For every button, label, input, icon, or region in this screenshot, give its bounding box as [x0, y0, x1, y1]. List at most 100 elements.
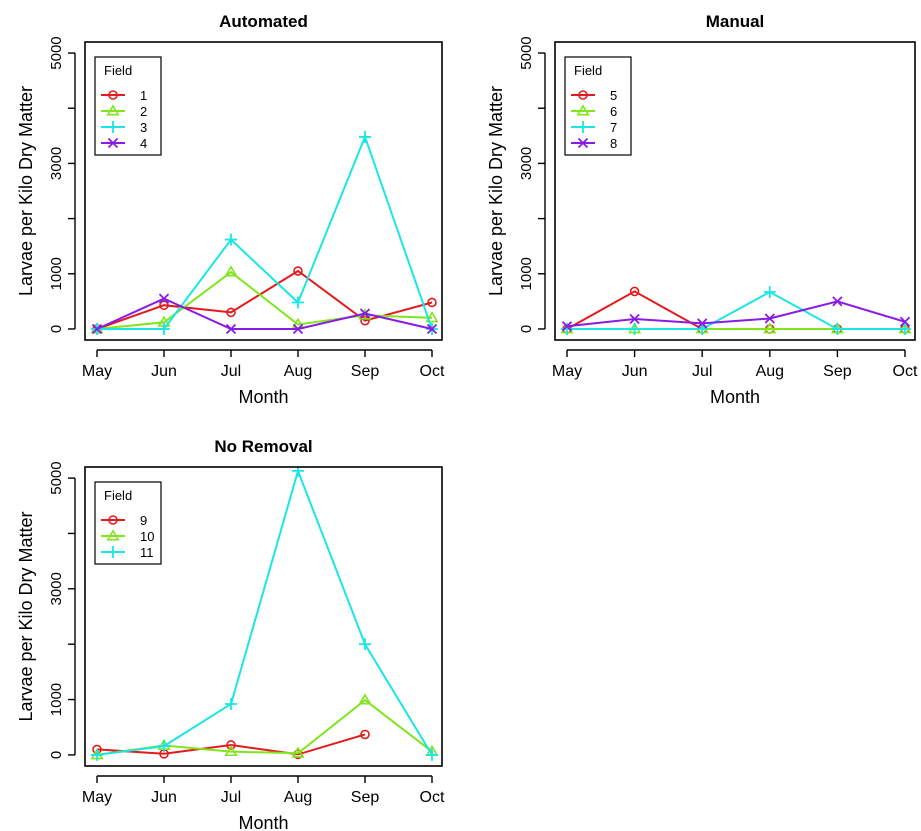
data-point-8-Oct: [899, 316, 911, 327]
y-axis-label: Larvae per Kilo Dry Matter: [486, 86, 506, 296]
x-tick-label: Sep: [823, 363, 852, 380]
y-tick-label: 5000: [48, 36, 65, 69]
legend-label-4: 4: [140, 136, 147, 151]
data-point-6-Aug: [763, 322, 777, 334]
series-group: [560, 285, 912, 335]
series-line-2: [96, 270, 433, 330]
y-tick-label: 1000: [48, 683, 65, 716]
y-tick-label: 3000: [518, 147, 535, 180]
data-point-3-Aug: [292, 296, 304, 309]
data-point-8-Jun: [629, 313, 640, 325]
series-line-1: [96, 269, 433, 330]
data-point-4-Jun: [158, 293, 170, 304]
legend-marker-8: [577, 137, 589, 149]
legend-marker-10: [106, 529, 120, 541]
data-point-8-Sep: [832, 296, 843, 307]
x-axis-label: Month: [238, 813, 288, 831]
x-tick-label: Sep: [351, 363, 380, 380]
legend-title: Field: [104, 63, 132, 78]
data-point-9-Sep: [360, 729, 370, 740]
legend-marker-4: [107, 137, 119, 149]
legend-label-6: 6: [610, 104, 617, 119]
x-tick-label: Aug: [284, 789, 312, 806]
chart-title: Automated: [219, 12, 308, 31]
legend-marker-9: [108, 515, 118, 525]
legend-label-1: 1: [140, 88, 147, 103]
data-point-4-May: [91, 323, 103, 335]
data-point-8-May: [561, 321, 573, 332]
data-point-1-Sep: [360, 315, 370, 326]
series-group: [90, 130, 439, 335]
x-tick-label: Oct: [420, 789, 445, 806]
x-tick-label: May: [552, 363, 582, 380]
data-point-11-Jun: [158, 740, 170, 753]
legend-label-10: 10: [140, 529, 154, 544]
data-point-1-Jun: [159, 300, 169, 311]
chart-panel-1: Automated May Jun Jul Aug Sep Oct Month 0 1000 300…: [16, 12, 445, 407]
data-point-4-Oct: [426, 323, 438, 335]
data-point-4-Sep: [359, 308, 371, 319]
legend-box: [94, 56, 162, 156]
data-point-9-Jul: [226, 740, 236, 750]
x-tick-label: Jun: [151, 363, 177, 380]
series-line-8: [566, 300, 906, 328]
y-axis-label: Larvae per Kilo Dry Matter: [16, 86, 36, 296]
data-point-11-Sep: [359, 638, 371, 651]
legend-label-3: 3: [140, 120, 147, 135]
legend-label-5: 5: [610, 88, 617, 103]
series-line-11: [96, 467, 433, 756]
y-tick-label: 1000: [48, 257, 65, 290]
x-tick-label: Aug: [284, 363, 312, 380]
series-line-3: [97, 134, 433, 330]
data-point-8-Jul: [697, 318, 708, 329]
x-axis-label: Month: [710, 387, 760, 407]
data-point-7-Oct: [899, 322, 911, 335]
x-tick-label: Sep: [351, 789, 380, 806]
data-point-1-Oct: [427, 297, 437, 308]
chart-panel-2: Manual May Jun Jul Aug Sep Oct Month 0 1000 3000 50…: [486, 12, 918, 407]
y-tick-label: 3000: [48, 572, 65, 605]
series-line-7: [567, 290, 905, 330]
data-point-2-Oct: [425, 311, 439, 323]
legend-label-11: 11: [140, 545, 154, 560]
x-tick-label: Oct: [420, 363, 445, 380]
data-point-1-Jul: [226, 307, 236, 318]
plot-frame: [84, 41, 443, 341]
data-point-11-Jul: [225, 697, 237, 710]
y-tick-label: 5000: [48, 461, 65, 494]
legend-label-8: 8: [610, 136, 617, 151]
legend-marker-1: [108, 90, 118, 100]
legend-title: Field: [574, 63, 602, 78]
data-point-7-Jun: [628, 322, 641, 335]
data-point-11-May: [91, 748, 103, 761]
plot-frame: [84, 466, 443, 767]
legend-marker-7: [577, 121, 589, 133]
series-line-10: [96, 698, 433, 756]
x-tick-label: Jul: [692, 363, 712, 380]
legend-marker-5: [578, 90, 588, 100]
data-point-3-Jul: [225, 233, 237, 246]
legend-marker-2: [106, 104, 120, 116]
x-tick-label: Jun: [151, 789, 177, 806]
legend-label-9: 9: [140, 513, 147, 528]
data-point-2-Jul: [224, 265, 238, 277]
data-point-4-Aug: [292, 323, 304, 335]
x-tick-label: Jul: [221, 789, 241, 806]
legend-title: Field: [104, 488, 132, 503]
data-point-10-Jul: [224, 744, 238, 757]
data-point-3-Sep: [359, 130, 371, 143]
y-tick-label: 0: [518, 325, 535, 333]
x-axis-label: Month: [238, 387, 288, 407]
legend-box: [94, 481, 162, 565]
data-point-10-Sep: [358, 693, 372, 705]
legend-marker-6: [576, 104, 590, 116]
data-point-5-Jun: [629, 286, 640, 297]
data-point-7-Jul: [696, 322, 709, 335]
series-line-4: [96, 297, 433, 330]
data-point-10-Aug: [291, 746, 305, 758]
data-point-1-Aug: [293, 266, 303, 276]
